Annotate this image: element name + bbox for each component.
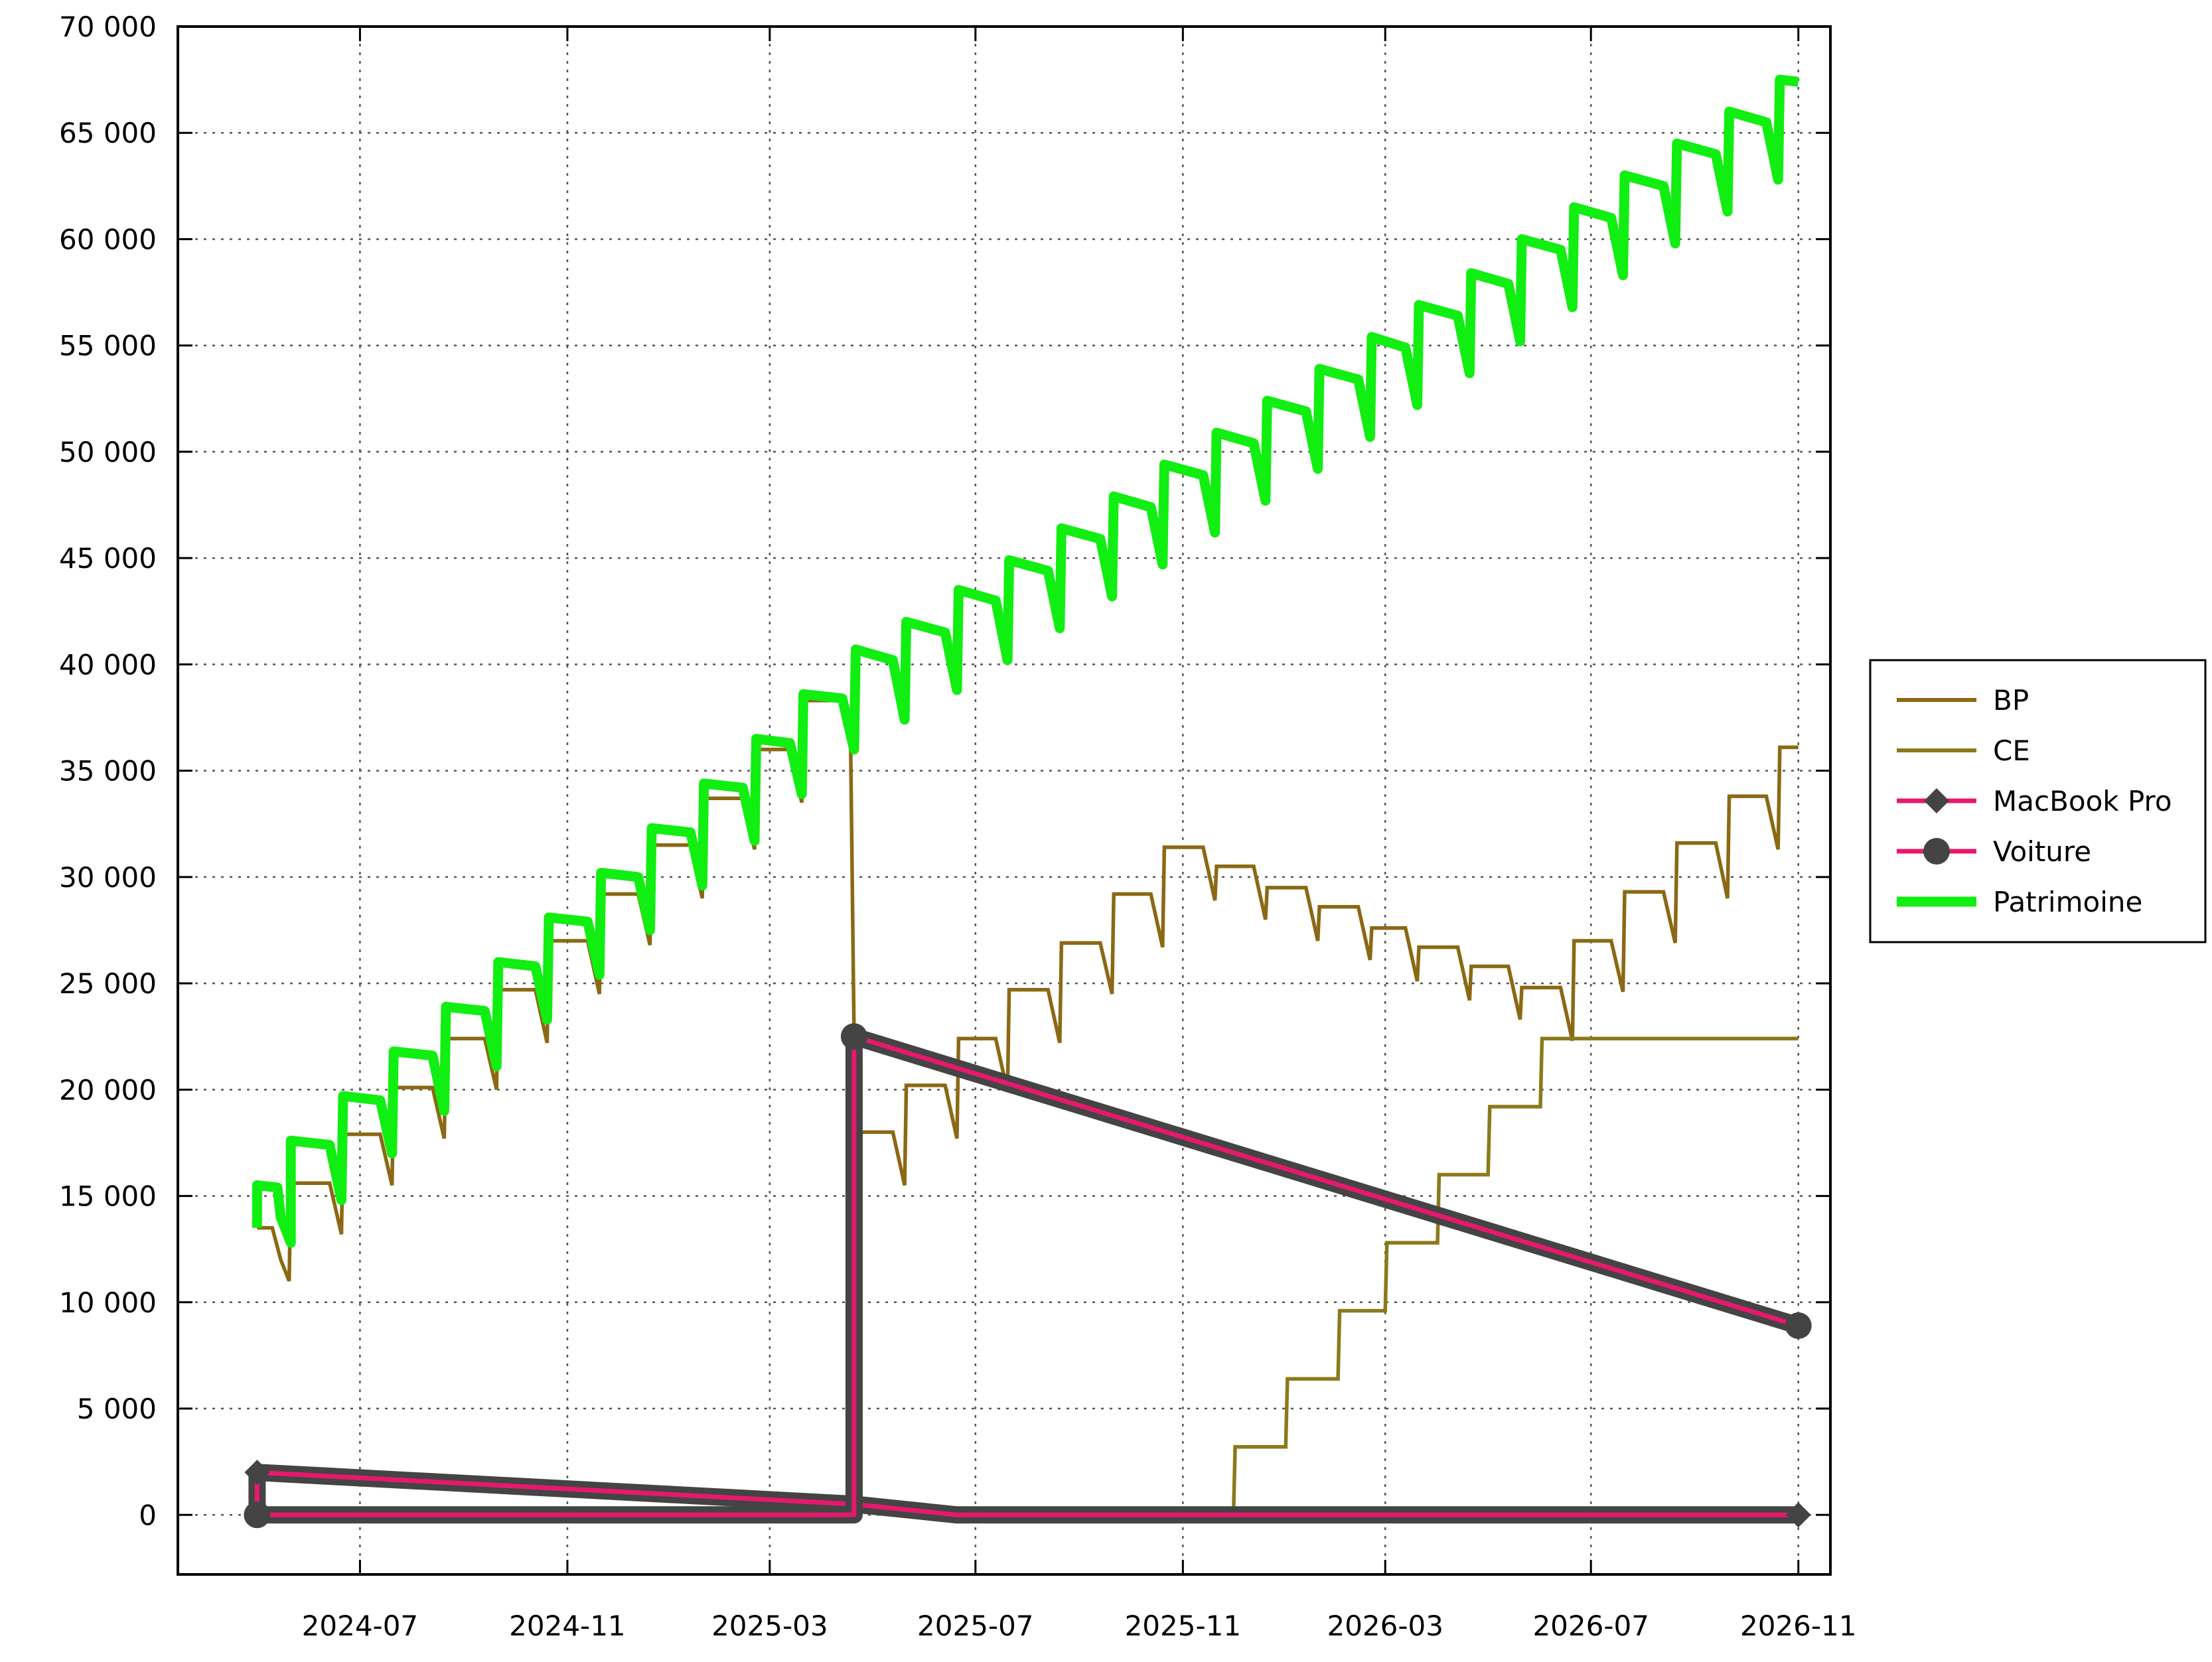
legend: BP CE MacBook Pro Voiture Patrimoine (1869, 659, 2207, 943)
y-tick-label: 25 000 (59, 967, 157, 1000)
plot-frame (177, 25, 1832, 1576)
x-tick-label: 2026-03 (1327, 1610, 1443, 1642)
legend-item-patrimoine: Patrimoine (1897, 886, 2142, 918)
y-tick-label: 30 000 (59, 861, 157, 894)
legend-item-voiture: Voiture (1897, 835, 2091, 868)
data-point-macbook-pro (1785, 1502, 1811, 1528)
legend-item-macbook-pro: MacBook Pro (1897, 785, 2172, 817)
legend-label: MacBook Pro (1993, 785, 2172, 817)
y-tick-label: 0 (139, 1499, 157, 1531)
x-tick-label: 2025-07 (917, 1610, 1034, 1642)
x-tick-label: 2026-11 (1740, 1610, 1857, 1642)
series-ce (1231, 1036, 1799, 1515)
series-line-voiture (257, 1034, 1799, 1517)
x-tick-label: 2024-11 (509, 1610, 626, 1642)
data-point-voiture (1785, 1312, 1812, 1340)
y-tick-label: 50 000 (59, 436, 157, 468)
y-tick-label: 40 000 (59, 648, 157, 681)
axes: 0 5 000 10 000 15 000 20 000 25 000 30 000 35 0… (59, 11, 1856, 1642)
legend-label: Patrimoine (1993, 886, 2142, 918)
y-tick-label: 70 000 (59, 11, 157, 43)
y-tick-label: 35 000 (59, 755, 157, 788)
x-tick-label: 2025-03 (711, 1610, 828, 1642)
data-point-voiture (840, 1023, 867, 1050)
x-tick-label: 2024-07 (302, 1610, 419, 1642)
legend-label: BP (1993, 684, 2029, 717)
y-tick-label: 20 000 (59, 1073, 157, 1106)
legend-marker (1923, 838, 1950, 865)
data-point-macbook-pro (244, 1460, 270, 1486)
legend-marker (1924, 788, 1949, 813)
series-layer (244, 74, 1812, 1529)
y-tick-label: 60 000 (59, 223, 157, 255)
series-voiture (244, 1023, 1812, 1529)
x-tick-label: 2026-07 (1532, 1610, 1649, 1642)
y-tick-label: 5 000 (77, 1393, 157, 1425)
legend-item-bp: BP (1897, 684, 2029, 717)
y-tick-label: 55 000 (59, 330, 157, 362)
y-tick-label: 10 000 (59, 1286, 157, 1319)
y-tick-label: 45 000 (59, 542, 157, 575)
legend-item-ce: CE (1897, 734, 2030, 767)
series-line-ce (1231, 1036, 1799, 1515)
y-tick-label: 15 000 (59, 1180, 157, 1213)
y-tick-label: 65 000 (59, 117, 157, 149)
x-tick-label: 2025-11 (1125, 1610, 1242, 1642)
series-patrimoine (252, 74, 1799, 1248)
legend-label: Voiture (1993, 835, 2091, 868)
data-point-voiture (244, 1501, 271, 1529)
legend-label: CE (1993, 734, 2030, 767)
series-line-patrimoine (252, 74, 1799, 1248)
